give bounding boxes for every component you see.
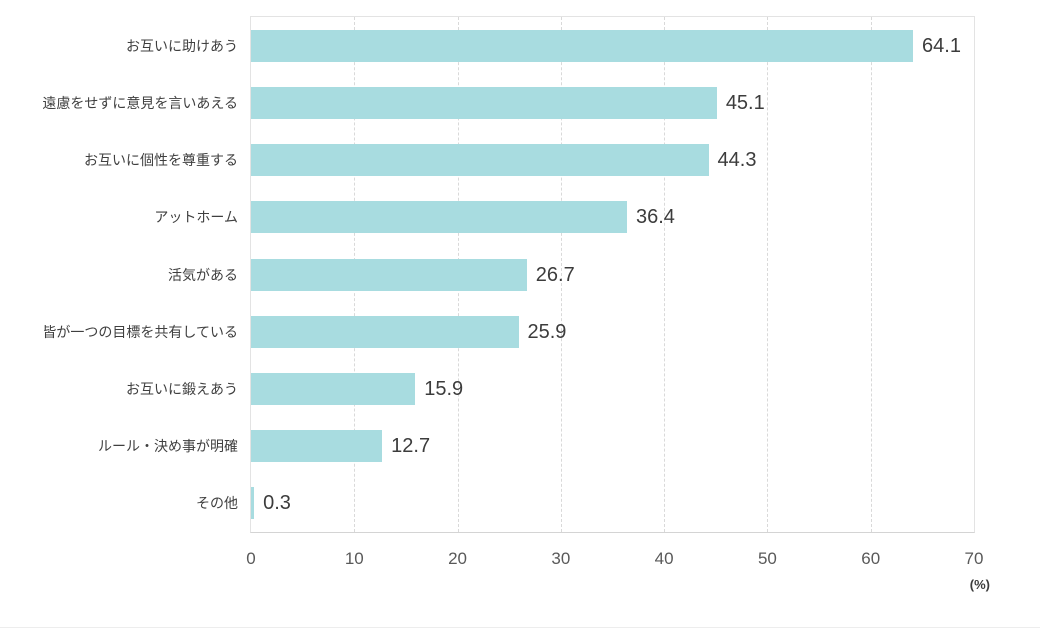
- bar: [251, 487, 255, 520]
- x-axis-tick-label: 60: [861, 549, 881, 568]
- gridline: [560, 17, 562, 532]
- category-label: 活気がある: [168, 266, 238, 283]
- category-label: お互いに鍛えあう: [126, 380, 238, 397]
- value-label: 12.7: [391, 435, 431, 458]
- x-axis-tick-label: 20: [448, 549, 468, 568]
- value-label: 26.7: [535, 263, 575, 286]
- category-label: その他: [196, 495, 238, 512]
- gridline: [767, 17, 769, 532]
- x-axis-tick-label: 70: [964, 549, 984, 568]
- x-axis-unit-label: (%): [969, 577, 990, 592]
- gridline: [870, 17, 872, 532]
- x-axis-tick-label: 10: [344, 549, 364, 568]
- category-label: お互いに個性を尊重する: [84, 152, 238, 169]
- bar: [251, 201, 627, 234]
- bar: [251, 372, 416, 405]
- bar: [251, 29, 914, 62]
- category-label: アットホーム: [154, 209, 238, 226]
- gridline: [664, 17, 666, 532]
- value-label: 45.1: [725, 91, 765, 114]
- bar: [251, 430, 383, 463]
- value-label: 25.9: [527, 320, 567, 343]
- value-label: 44.3: [717, 149, 757, 172]
- x-axis-tick-label: 40: [654, 549, 674, 568]
- value-label: 0.3: [263, 492, 291, 515]
- bar: [251, 144, 709, 177]
- value-label: 15.9: [424, 377, 464, 400]
- plot-area: [250, 16, 975, 533]
- category-label: 遠慮をせずに意見を言いあえる: [42, 94, 238, 111]
- bar: [251, 258, 527, 291]
- category-label: お互いに助けあう: [126, 37, 238, 54]
- x-axis-tick-label: 0: [246, 549, 256, 568]
- category-label: 皆が一つの目標を共有している: [42, 323, 238, 340]
- value-label: 64.1: [922, 34, 961, 57]
- x-axis-tick-label: 50: [757, 549, 777, 568]
- bar: [251, 315, 519, 348]
- x-axis-tick-label: 30: [551, 549, 571, 568]
- bar: [251, 86, 717, 119]
- category-label: ルール・決め事が明確: [98, 438, 238, 455]
- value-label: 36.4: [635, 206, 675, 229]
